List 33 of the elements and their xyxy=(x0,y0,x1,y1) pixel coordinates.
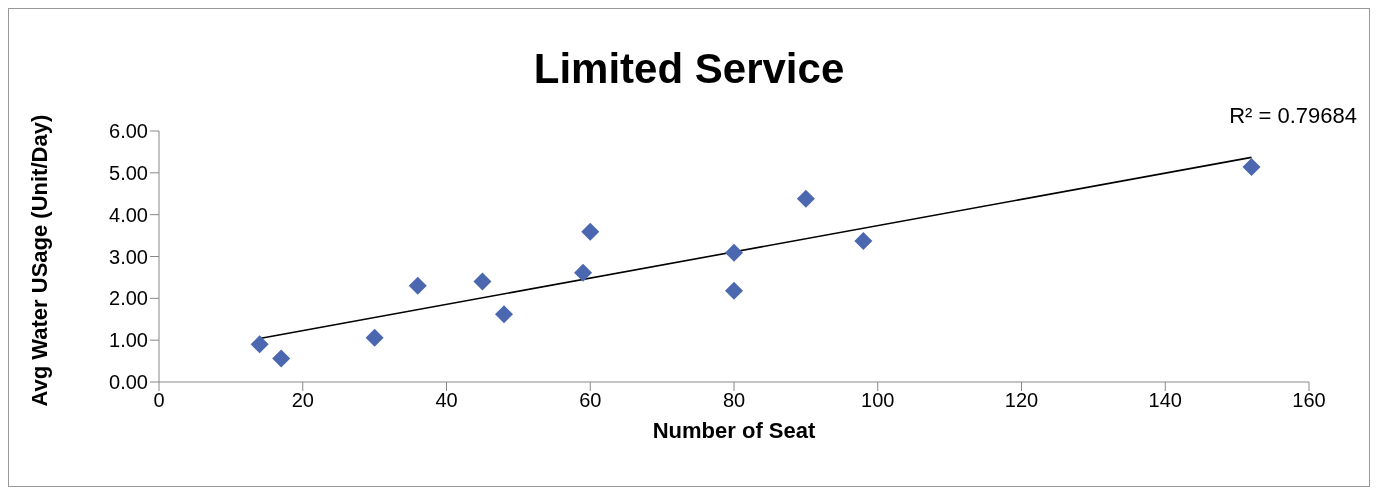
x-tick-label: 100 xyxy=(861,389,895,412)
y-tick-label: 4.00 xyxy=(109,203,148,226)
y-axis-title: Avg Water USage (Unit/Day) xyxy=(26,114,52,407)
point xyxy=(408,276,427,295)
point xyxy=(725,281,743,300)
chart-title: Limited Service xyxy=(532,45,846,93)
y-tick-label: 6.00 xyxy=(109,120,148,143)
point xyxy=(725,243,743,262)
point xyxy=(1242,157,1261,176)
y-tick-label: 2.00 xyxy=(109,287,148,310)
point xyxy=(473,272,492,291)
y-tick-label: 3.00 xyxy=(109,245,148,268)
point xyxy=(495,305,513,324)
point xyxy=(250,335,269,354)
x-axis-title: Number of Seat xyxy=(652,418,816,443)
point xyxy=(854,232,873,251)
x-tick-label: 160 xyxy=(1292,389,1326,412)
point xyxy=(796,189,815,208)
x-tick-label: 40 xyxy=(435,389,458,412)
text: R² = 0.79684 xyxy=(1229,103,1357,129)
x-tick-label: 20 xyxy=(291,389,314,412)
point xyxy=(365,328,384,347)
x-tick-label: 120 xyxy=(1004,389,1039,412)
point xyxy=(581,222,600,241)
point xyxy=(574,263,593,282)
y-tick-label: 5.00 xyxy=(109,161,148,184)
x-tick-label: 140 xyxy=(1148,389,1182,412)
point xyxy=(272,349,291,368)
y-tick-label: 1.00 xyxy=(109,329,148,352)
y-tick-label: 0.00 xyxy=(109,371,148,394)
x-tick-label: 80 xyxy=(722,389,746,412)
x-tick-label: 0 xyxy=(153,389,165,412)
x-tick-label: 60 xyxy=(579,389,602,412)
